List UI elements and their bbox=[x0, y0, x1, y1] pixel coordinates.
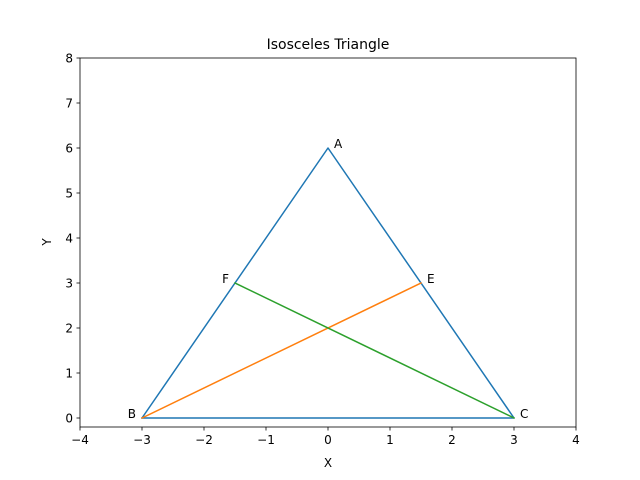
x-tick-label: 4 bbox=[572, 433, 580, 447]
y-tick-label: 8 bbox=[65, 52, 73, 66]
y-tick-label: 7 bbox=[65, 97, 73, 111]
x-tick-label: −2 bbox=[195, 433, 213, 447]
x-axis: −4 −3 −2 −1 0 1 2 3 4 bbox=[71, 427, 580, 447]
point-label-c: C bbox=[520, 407, 528, 421]
x-tick-label: −4 bbox=[71, 433, 89, 447]
point-label-e: E bbox=[427, 272, 435, 286]
chart-title: Isosceles Triangle bbox=[267, 37, 390, 53]
y-tick-label: 3 bbox=[65, 277, 73, 291]
x-tick-label: 0 bbox=[324, 433, 332, 447]
x-tick-label: −1 bbox=[257, 433, 275, 447]
series-line-median-CF bbox=[233, 281, 516, 420]
x-axis-label: X bbox=[324, 456, 332, 470]
y-axis: 0 1 2 3 4 5 6 7 8 bbox=[65, 52, 80, 426]
plot-area: A B C E F bbox=[128, 137, 529, 421]
y-axis-label: Y bbox=[40, 238, 54, 247]
point-label-b: B bbox=[128, 407, 136, 421]
y-tick-label: 4 bbox=[65, 232, 73, 246]
y-tick-label: 6 bbox=[65, 142, 73, 156]
point-label-a: A bbox=[334, 137, 343, 151]
y-tick-label: 1 bbox=[65, 367, 73, 381]
x-tick-label: 1 bbox=[386, 433, 394, 447]
x-tick-label: −3 bbox=[133, 433, 151, 447]
y-tick-label: 5 bbox=[65, 187, 73, 201]
point-label-f: F bbox=[222, 272, 229, 286]
y-tick-label: 2 bbox=[65, 322, 73, 336]
y-tick-label: 0 bbox=[65, 412, 73, 426]
series-line-median-BE bbox=[140, 281, 423, 420]
x-tick-label: 2 bbox=[448, 433, 456, 447]
x-tick-label: 3 bbox=[510, 433, 518, 447]
